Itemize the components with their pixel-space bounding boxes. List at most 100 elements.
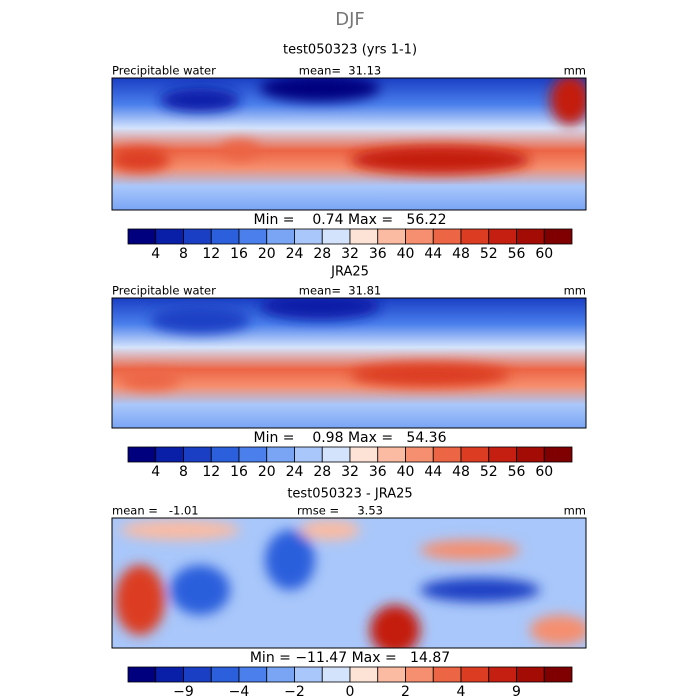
colorbar-label: −4: [229, 684, 250, 700]
colorbar-label: 20: [258, 246, 276, 262]
colorbar-box: [432, 446, 462, 463]
colorbar-box: [377, 666, 406, 683]
colorbar-box: [266, 228, 295, 245]
colorbar-box: [543, 666, 573, 683]
map-frame: [111, 297, 587, 429]
colorbar-label: 44: [424, 246, 442, 262]
colorbar-box: [543, 446, 573, 463]
colorbar-box: [516, 666, 545, 683]
colorbar-label: 9: [512, 684, 521, 700]
panel-units: mm: [564, 504, 586, 518]
colorbar-label: 52: [480, 464, 498, 480]
colorbar-box: [377, 446, 406, 463]
colorbar-box: [321, 446, 351, 463]
panel-center-label: mean= 31.13: [299, 64, 381, 78]
map: [112, 298, 586, 428]
colorbar-label: 4: [151, 464, 160, 480]
colorbar-box: [127, 446, 157, 463]
panel-left-label: Precipitable water: [112, 64, 216, 78]
panel-title: test050323 (yrs 1-1): [283, 43, 417, 58]
colorbar-box: [294, 666, 323, 683]
map-frame: [111, 77, 587, 211]
colorbar-label: 20: [258, 464, 276, 480]
colorbar-box: [488, 666, 517, 683]
colorbar-label: 0: [346, 684, 355, 700]
colorbar-box: [349, 666, 379, 683]
colorbar-box: [238, 228, 268, 245]
colorbar-label: −9: [173, 684, 194, 700]
panel-title: test050323 - JRA25: [287, 487, 412, 502]
colorbar-box: [155, 666, 184, 683]
colorbar-label: 28: [313, 246, 331, 262]
colorbar-label: 48: [452, 246, 470, 262]
colorbar-box: [543, 228, 573, 245]
colorbar-box: [432, 666, 462, 683]
colorbar-label: 24: [286, 246, 304, 262]
colorbar-label: 40: [397, 464, 415, 480]
colorbar-box: [266, 666, 295, 683]
colorbar-label: 40: [397, 246, 415, 262]
colorbar-box: [377, 228, 406, 245]
colorbar-label: 4: [151, 246, 160, 262]
colorbar-label: 32: [341, 464, 359, 480]
panel-left-label: Precipitable water: [112, 284, 216, 298]
colorbar-label: 12: [202, 464, 220, 480]
figure-title: DJF: [335, 9, 365, 30]
colorbar-box: [349, 228, 379, 245]
panel-stats: Min = −11.47 Max = 14.87: [250, 650, 450, 666]
panel-stats: Min = 0.74 Max = 56.22: [254, 212, 447, 228]
colorbar-box: [183, 446, 212, 463]
map: [112, 78, 586, 210]
colorbar-box: [405, 666, 434, 683]
map: [112, 518, 586, 648]
colorbar-box: [294, 228, 323, 245]
colorbar-label: −2: [284, 684, 305, 700]
colorbar-label: 36: [369, 464, 387, 480]
colorbar-label: 44: [424, 464, 442, 480]
colorbar-box: [127, 666, 157, 683]
colorbar-label: 56: [508, 464, 526, 480]
colorbar-box: [210, 228, 240, 245]
colorbar-box: [516, 228, 545, 245]
colorbar-label: 12: [202, 246, 220, 262]
colorbar-box: [238, 446, 268, 463]
colorbar-label: 60: [535, 464, 553, 480]
colorbar-label: 16: [230, 246, 248, 262]
colorbar-box: [349, 446, 379, 463]
panel-title: JRA25: [330, 265, 369, 280]
colorbar-label: 32: [341, 246, 359, 262]
panel-units: mm: [564, 64, 586, 78]
colorbar-box: [294, 446, 323, 463]
colorbar-box: [210, 446, 240, 463]
panel-left-label: mean = -1.01: [112, 504, 199, 518]
colorbar-box: [488, 228, 517, 245]
colorbar-box: [127, 228, 157, 245]
colorbar-box: [155, 446, 184, 463]
panel-center-label: mean= 31.81: [299, 284, 381, 298]
colorbar-box: [321, 228, 351, 245]
colorbar-label: 36: [369, 246, 387, 262]
colorbar-label: 56: [508, 246, 526, 262]
colorbar-box: [321, 666, 351, 683]
colorbar-box: [432, 228, 462, 245]
colorbar-box: [183, 666, 212, 683]
colorbar-box: [405, 446, 434, 463]
colorbar-box: [210, 666, 240, 683]
colorbar-box: [405, 228, 434, 245]
colorbar-box: [266, 446, 295, 463]
panel-stats: Min = 0.98 Max = 54.36: [254, 430, 447, 446]
colorbar-box: [155, 228, 184, 245]
colorbar-box: [460, 446, 490, 463]
colorbar-box: [460, 666, 490, 683]
colorbar-label: 4: [457, 684, 466, 700]
colorbar-label: 52: [480, 246, 498, 262]
colorbar-label: 60: [535, 246, 553, 262]
panel-units: mm: [564, 284, 586, 298]
colorbar-label: 2: [401, 684, 410, 700]
colorbar-box: [238, 666, 268, 683]
colorbar-label: 28: [313, 464, 331, 480]
colorbar-label: 16: [230, 464, 248, 480]
colorbar-box: [516, 446, 545, 463]
colorbar-label: 8: [179, 246, 188, 262]
